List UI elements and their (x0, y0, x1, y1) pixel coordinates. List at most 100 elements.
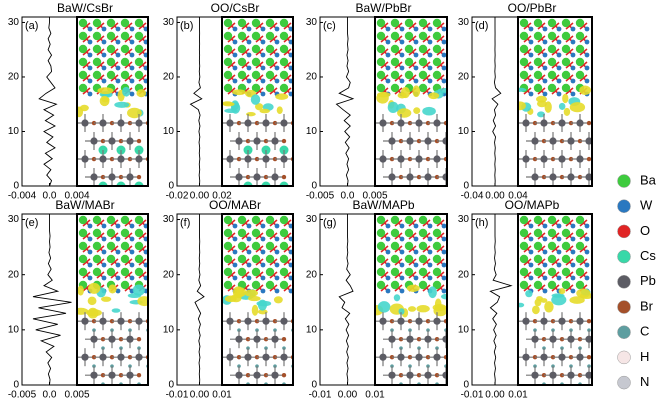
atom (223, 83, 233, 93)
bond (436, 35, 445, 43)
atom (558, 317, 566, 325)
atom (561, 280, 571, 290)
structure (375, 215, 447, 385)
atom (115, 236, 121, 242)
profile-line (338, 214, 354, 386)
bond (394, 271, 403, 279)
bond (537, 22, 546, 30)
atom (288, 275, 293, 281)
atom (274, 52, 280, 58)
atom (390, 267, 400, 277)
bond (241, 271, 250, 279)
legend-swatch (617, 249, 631, 264)
bond (255, 22, 264, 30)
atom (135, 119, 143, 127)
atom (561, 228, 571, 238)
legend-swatch (617, 350, 631, 365)
charge-blob (569, 102, 586, 113)
bond (138, 22, 147, 30)
atom (237, 31, 247, 41)
atom (376, 70, 386, 80)
atom (432, 215, 442, 225)
atom (246, 249, 252, 255)
atom (232, 262, 238, 268)
panel-label: (a) (25, 20, 38, 32)
atom (120, 215, 130, 225)
atom (576, 317, 584, 325)
bond (283, 271, 292, 279)
bond (579, 219, 588, 227)
atom (427, 275, 433, 281)
legend-swatch (617, 275, 631, 289)
bond (96, 74, 105, 82)
atom (519, 31, 529, 41)
atom (575, 280, 585, 290)
atom (120, 57, 130, 67)
bond (124, 232, 133, 240)
bond (565, 48, 574, 56)
atom (413, 65, 419, 71)
bond (241, 74, 250, 82)
atom (279, 18, 289, 28)
bond (96, 245, 105, 253)
bond (579, 245, 588, 253)
bond (523, 74, 532, 82)
atom (567, 137, 575, 145)
atom (584, 223, 590, 229)
atom (547, 267, 557, 277)
charge-blob (275, 93, 289, 100)
charge-blob (77, 307, 89, 315)
atom (576, 155, 584, 163)
charge-blob (422, 106, 436, 116)
atom (90, 371, 98, 379)
bond (394, 48, 403, 56)
atom (101, 236, 107, 242)
bond (269, 87, 278, 95)
atom (522, 119, 530, 127)
charge-blob (579, 85, 591, 95)
bond (579, 258, 588, 266)
atom (143, 223, 148, 229)
atom (399, 236, 405, 242)
bond (138, 232, 147, 240)
bond (227, 22, 236, 30)
atom (542, 288, 548, 294)
atom (519, 280, 529, 290)
atom (441, 275, 447, 281)
bond (565, 271, 574, 279)
bond (565, 35, 574, 43)
atom (280, 119, 288, 127)
x-tick-label: 0.00 (190, 191, 210, 202)
bond (537, 271, 546, 279)
atom (265, 228, 275, 238)
bond (436, 232, 445, 240)
atom (129, 39, 135, 45)
atom (274, 249, 280, 255)
atom (232, 26, 238, 32)
bond (380, 22, 389, 30)
atom (232, 78, 238, 84)
atom (427, 78, 433, 84)
atom (576, 119, 584, 127)
x-tick-label: 0.005 (362, 191, 387, 202)
bond (408, 74, 417, 82)
atom (376, 254, 386, 264)
atom (274, 275, 280, 281)
charge-blob (398, 308, 405, 315)
atom (533, 254, 543, 264)
atom (274, 78, 280, 84)
atom (390, 254, 400, 264)
atom (390, 44, 400, 54)
atom (576, 353, 584, 361)
bond (551, 284, 560, 292)
atom (399, 288, 405, 294)
y-tick-label: 20 (163, 72, 175, 83)
panel-title: OO/MABr (209, 198, 261, 212)
bond (408, 232, 417, 240)
atom (120, 254, 130, 264)
bond (283, 35, 292, 43)
bond (241, 61, 250, 69)
atom (246, 78, 252, 84)
atom (547, 57, 557, 67)
charge-blob (434, 298, 442, 311)
